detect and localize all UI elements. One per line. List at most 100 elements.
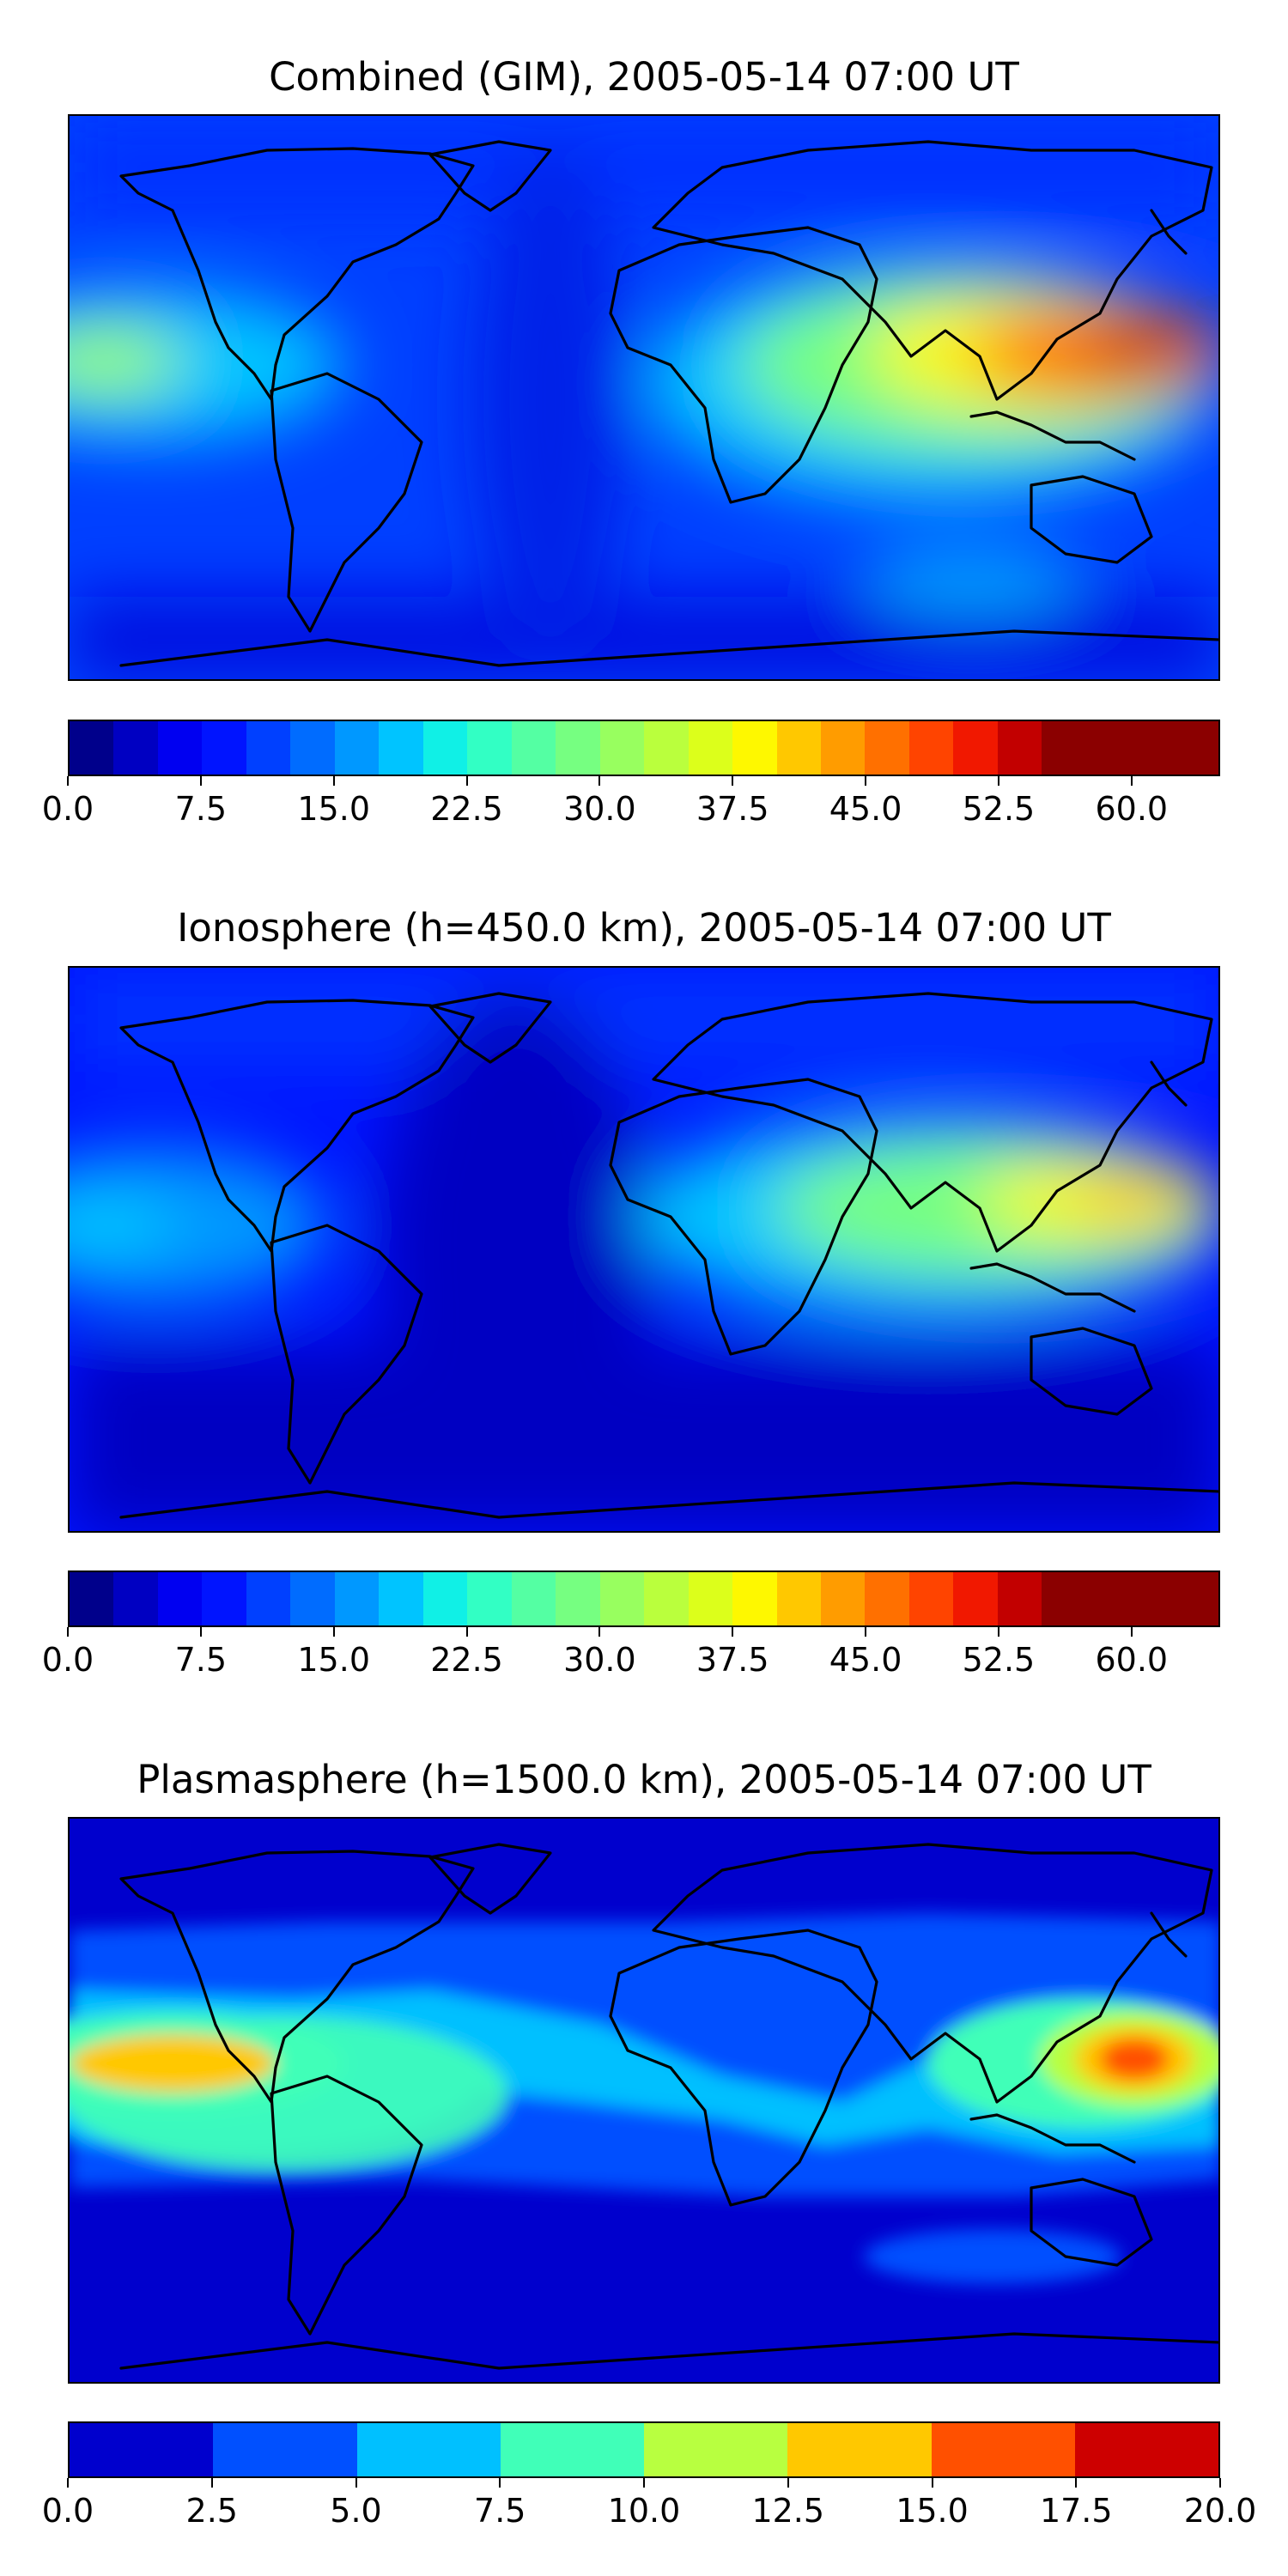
ionosphere-map-svg bbox=[70, 968, 1218, 1531]
colorbar-tick-label: 52.5 bbox=[962, 1641, 1036, 1679]
colorbar-tick-label: 7.5 bbox=[474, 2492, 526, 2530]
colorbar-segment bbox=[246, 1572, 291, 1625]
colorbar-segment bbox=[511, 721, 556, 775]
colorbar-tick bbox=[67, 1627, 69, 1637]
colorbar-tick-label: 7.5 bbox=[174, 790, 228, 828]
panel-1-title: Combined (GIM), 2005-05-14 07:00 UT bbox=[269, 54, 1019, 100]
colorbar-tick bbox=[199, 1627, 202, 1637]
colorbar-segment bbox=[1174, 721, 1219, 775]
panel-3-title: Plasmasphere (h=1500.0 km), 2005-05-14 0… bbox=[137, 1757, 1151, 1802]
colorbar-tick bbox=[865, 1627, 867, 1637]
colorbar-tick bbox=[67, 2478, 69, 2488]
colorbar-segment bbox=[1074, 2423, 1218, 2476]
colorbar-tick bbox=[598, 1627, 601, 1637]
colorbar-segment bbox=[379, 721, 423, 775]
colorbar-segment bbox=[213, 2423, 357, 2476]
colorbar-tick-label: 0.0 bbox=[41, 1641, 94, 1679]
colorbar-segment bbox=[1174, 1572, 1219, 1625]
coastline-paths-1 bbox=[119, 140, 1218, 667]
colorbar-segment bbox=[732, 721, 777, 775]
colorbar-segment bbox=[511, 1572, 556, 1625]
colorbar-tick bbox=[598, 776, 601, 786]
colorbar-tick-label: 0.0 bbox=[41, 2492, 94, 2530]
colorbar-tick-label: 15.0 bbox=[297, 790, 370, 828]
colorbar-segment bbox=[644, 2423, 788, 2476]
colorbar-segment bbox=[334, 721, 380, 775]
colorbar-tick-label: 5.0 bbox=[330, 2492, 382, 2530]
colorbar-segment bbox=[556, 721, 600, 775]
colorbar-segment bbox=[865, 721, 909, 775]
colorbar-segment bbox=[467, 1572, 512, 1625]
colorbar-segment bbox=[908, 1572, 954, 1625]
colorbar-tick bbox=[732, 776, 734, 786]
colorbar-tick bbox=[199, 776, 202, 786]
combined-gim-map-svg bbox=[70, 116, 1218, 679]
colorbar-segment bbox=[1085, 1572, 1131, 1625]
colorbar-tick bbox=[997, 1627, 999, 1637]
colorbar-segment bbox=[644, 721, 689, 775]
colorbar-tick bbox=[931, 2478, 933, 2488]
combined-gim-map bbox=[68, 114, 1220, 681]
colorbar-segment bbox=[467, 721, 512, 775]
colorbar-segment bbox=[776, 721, 821, 775]
colorbar-segment bbox=[422, 1572, 468, 1625]
colorbar-segment bbox=[1130, 1572, 1175, 1625]
colorbar-tick-label: 60.0 bbox=[1095, 1641, 1169, 1679]
colorbar-segment bbox=[113, 1572, 158, 1625]
colorbar-segment bbox=[422, 721, 468, 775]
colorbar-segment bbox=[70, 2423, 214, 2476]
colorbar-tick-label: 20.0 bbox=[1183, 2492, 1257, 2530]
colorbar-segment bbox=[908, 721, 954, 775]
colorbar-tick-label: 22.5 bbox=[430, 1641, 503, 1679]
colorbar-tick-label: 0.0 bbox=[41, 790, 94, 828]
colorbar-segment bbox=[931, 2423, 1075, 2476]
colorbar-segment bbox=[379, 1572, 423, 1625]
colorbar-segment bbox=[290, 1572, 335, 1625]
colorbar-tick bbox=[732, 1627, 734, 1637]
ionosphere-colorbar-ticks: 0.0 7.5 15.0 22.5 30.0 37.5 45.0 52.5 60.0 bbox=[42, 1627, 1220, 1679]
colorbar-segment bbox=[820, 721, 866, 775]
colorbar-tick-label: 30.0 bbox=[563, 790, 636, 828]
colorbar-tick bbox=[465, 776, 468, 786]
combined-colorbar bbox=[68, 720, 1220, 776]
colorbar-tick-label: 45.0 bbox=[829, 1641, 902, 1679]
colorbar-segment bbox=[688, 721, 733, 775]
colorbar-segment bbox=[1085, 721, 1131, 775]
colorbar-segment bbox=[113, 721, 158, 775]
ionosphere-map bbox=[68, 966, 1220, 1533]
colorbar-segment bbox=[688, 1572, 733, 1625]
colorbar-tick-label: 52.5 bbox=[962, 790, 1036, 828]
colorbar-segment bbox=[202, 1572, 246, 1625]
colorbar-segment bbox=[290, 721, 335, 775]
colorbar-tick bbox=[499, 2478, 501, 2488]
colorbar-tick bbox=[787, 2478, 789, 2488]
plasmasphere-colorbar bbox=[68, 2421, 1220, 2478]
colorbar-segment bbox=[953, 1572, 998, 1625]
colorbar-tick bbox=[332, 1627, 335, 1637]
colorbar-segment bbox=[356, 2423, 501, 2476]
colorbar-segment bbox=[599, 721, 645, 775]
ionosphere-colorbar bbox=[68, 1571, 1220, 1627]
colorbar-segment bbox=[157, 1572, 203, 1625]
colorbar-tick-label: 37.5 bbox=[696, 1641, 769, 1679]
colorbar-tick bbox=[1219, 2478, 1221, 2488]
colorbar-segment bbox=[644, 1572, 689, 1625]
colorbar-tick-label: 17.5 bbox=[1039, 2492, 1113, 2530]
colorbar-tick-label: 60.0 bbox=[1095, 790, 1169, 828]
coastline-paths-2 bbox=[119, 992, 1218, 1519]
colorbar-tick-label: 22.5 bbox=[430, 790, 503, 828]
colorbar-segment bbox=[70, 721, 114, 775]
combined-colorbar-ticks: 0.0 7.5 15.0 22.5 30.0 37.5 45.0 52.5 60.0 bbox=[42, 776, 1220, 828]
coastline-paths-3 bbox=[119, 1843, 1218, 2370]
colorbar-segment bbox=[953, 721, 998, 775]
colorbar-segment bbox=[246, 721, 291, 775]
colorbar-tick bbox=[67, 776, 69, 786]
colorbar-segment bbox=[70, 1572, 114, 1625]
colorbar-tick-label: 45.0 bbox=[829, 790, 902, 828]
colorbar-segment bbox=[556, 1572, 600, 1625]
colorbar-tick bbox=[210, 2478, 213, 2488]
colorbar-segment bbox=[997, 1572, 1042, 1625]
colorbar-segment bbox=[997, 721, 1042, 775]
colorbar-segment bbox=[1130, 721, 1175, 775]
colorbar-tick-label: 2.5 bbox=[185, 2492, 238, 2530]
